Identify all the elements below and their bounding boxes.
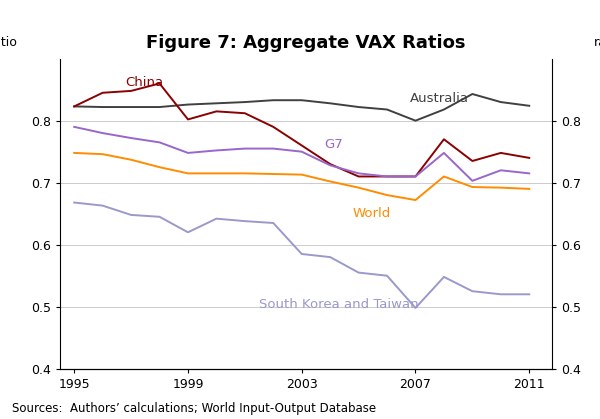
Text: ratio: ratio (594, 36, 600, 49)
Text: South Korea and Taiwan: South Korea and Taiwan (259, 298, 419, 311)
Text: G7: G7 (325, 138, 343, 151)
Text: China: China (125, 76, 164, 89)
Text: Sources:  Authors’ calculations; World Input-Output Database: Sources: Authors’ calculations; World In… (12, 402, 376, 415)
Text: World: World (353, 207, 391, 220)
Title: Figure 7: Aggregate VAX Ratios: Figure 7: Aggregate VAX Ratios (146, 34, 466, 52)
Text: ratio: ratio (0, 36, 18, 49)
Text: Australia: Australia (410, 92, 469, 105)
